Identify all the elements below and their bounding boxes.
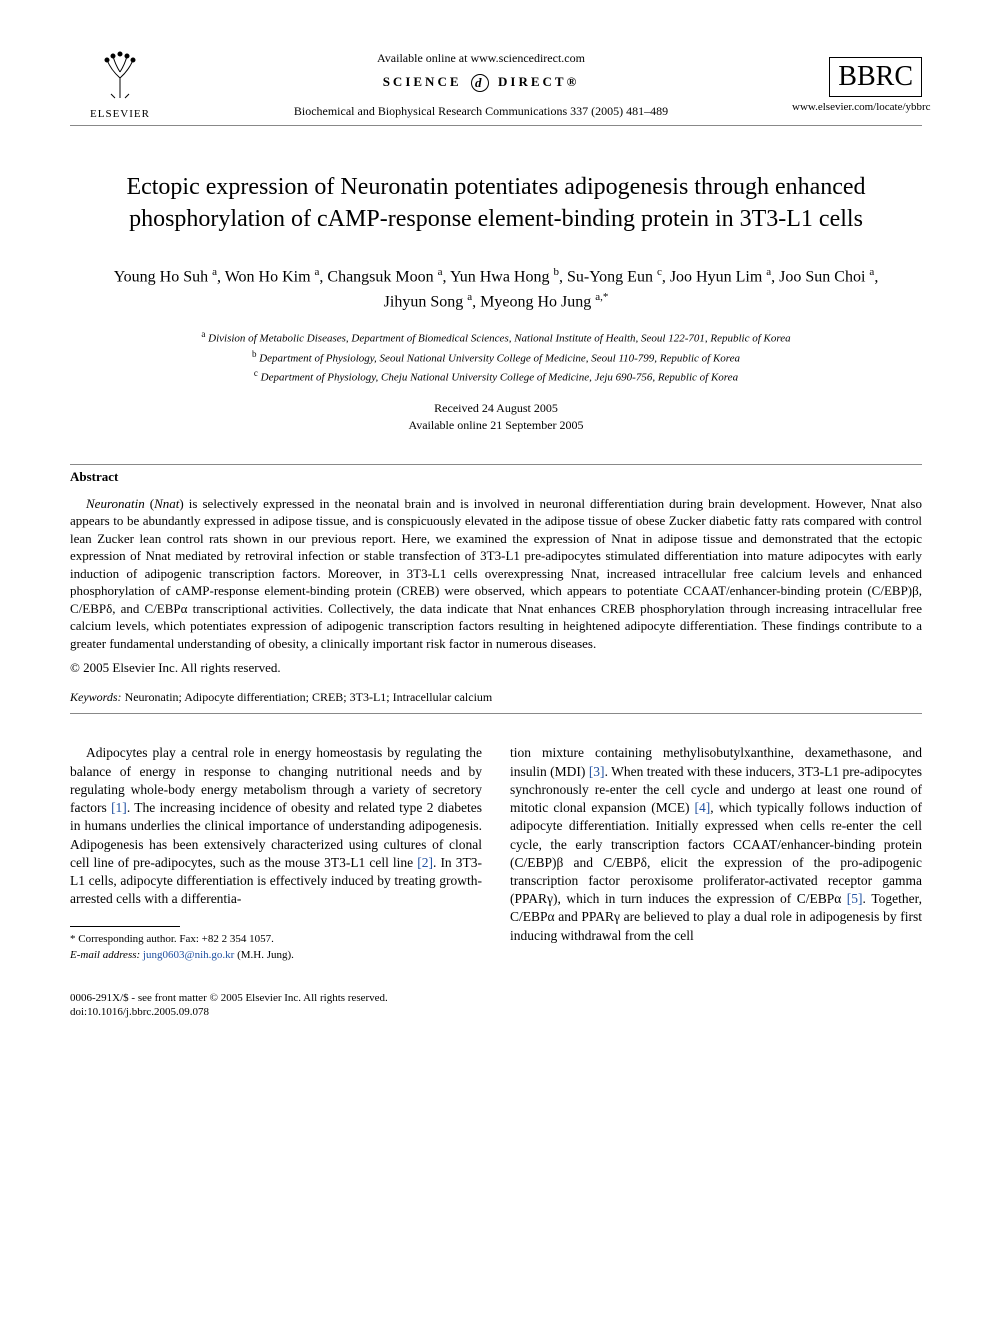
available-online-text: Available online at www.sciencedirect.co…: [170, 51, 792, 66]
article-title: Ectopic expression of Neuronatin potenti…: [120, 171, 872, 236]
column-right: tion mixture containing methylisobutylxa…: [510, 744, 922, 963]
abstract-rule-top: [70, 464, 922, 465]
affiliation-a: a Division of Metabolic Diseases, Depart…: [70, 328, 922, 347]
keywords-text: Neuronatin; Adipocyte differentiation; C…: [125, 690, 493, 704]
bbrc-url[interactable]: www.elsevier.com/locate/ybbrc: [792, 101, 922, 113]
header-center: Available online at www.sciencedirect.co…: [170, 51, 792, 119]
body-para-1: Adipocytes play a central role in energy…: [70, 744, 482, 908]
corr-email-person: (M.H. Jung).: [237, 949, 294, 961]
online-date: Available online 21 September 2005: [70, 417, 922, 434]
abstract-heading: Abstract: [70, 469, 922, 485]
corr-author-line: * Corresponding author. Fax: +82 2 354 1…: [70, 932, 482, 947]
aff-text: Department of Physiology, Cheju National…: [261, 371, 738, 383]
keywords-line: Keywords: Neuronatin; Adipocyte differen…: [70, 690, 922, 705]
journal-reference: Biochemical and Biophysical Research Com…: [170, 104, 792, 119]
body-columns: Adipocytes play a central role in energy…: [70, 744, 922, 963]
elsevier-logo: ELSEVIER: [70, 50, 170, 120]
affiliation-b: b Department of Physiology, Seoul Nation…: [70, 348, 922, 367]
affiliation-c: c Department of Physiology, Cheju Nation…: [70, 367, 922, 386]
abstract-rule-bottom: [70, 713, 922, 714]
science-direct-logo: SCIENCE d DIRECT®: [170, 74, 792, 92]
aff-sup: c: [254, 368, 258, 378]
corresponding-author-footnote: * Corresponding author. Fax: +82 2 354 1…: [70, 932, 482, 963]
page-header: ELSEVIER Available online at www.science…: [70, 50, 922, 120]
email-label: E-mail address:: [70, 949, 140, 961]
authors-list: Young Ho Suh a, Won Ho Kim a, Changsuk M…: [100, 264, 892, 315]
sd-left: SCIENCE: [383, 74, 462, 89]
aff-text: Department of Physiology, Seoul National…: [259, 352, 740, 364]
column-left: Adipocytes play a central role in energy…: [70, 744, 482, 963]
sd-circle-icon: d: [471, 74, 489, 92]
issn-line: 0006-291X/$ - see front matter © 2005 El…: [70, 991, 388, 1005]
aff-text: Division of Metabolic Diseases, Departme…: [208, 333, 791, 345]
sd-right: DIRECT®: [498, 74, 579, 89]
footer-left: 0006-291X/$ - see front matter © 2005 El…: [70, 991, 388, 1020]
corr-email-line: E-mail address: jung0603@nih.go.kr (M.H.…: [70, 948, 482, 963]
affiliations: a Division of Metabolic Diseases, Depart…: [70, 328, 922, 385]
aff-sup: b: [252, 349, 257, 359]
elsevier-tree-icon: [70, 50, 170, 108]
keywords-label: Keywords:: [70, 690, 122, 704]
abstract-copyright: © 2005 Elsevier Inc. All rights reserved…: [70, 660, 922, 676]
body-para-2: tion mixture containing methylisobutylxa…: [510, 744, 922, 944]
journal-brand: BBRC www.elsevier.com/locate/ybbrc: [792, 57, 922, 113]
corr-email-link[interactable]: jung0603@nih.go.kr: [143, 949, 234, 961]
elsevier-label: ELSEVIER: [70, 108, 170, 120]
footnote-separator: [70, 926, 180, 927]
received-date: Received 24 August 2005: [70, 400, 922, 417]
abstract-body: Neuronatin (Nnat) is selectively express…: [70, 495, 922, 653]
article-dates: Received 24 August 2005 Available online…: [70, 400, 922, 434]
bbrc-label: BBRC: [829, 57, 922, 97]
page-footer: 0006-291X/$ - see front matter © 2005 El…: [70, 991, 922, 1020]
aff-sup: a: [201, 329, 205, 339]
header-rule: [70, 125, 922, 126]
doi-line: doi:10.1016/j.bbrc.2005.09.078: [70, 1005, 388, 1019]
